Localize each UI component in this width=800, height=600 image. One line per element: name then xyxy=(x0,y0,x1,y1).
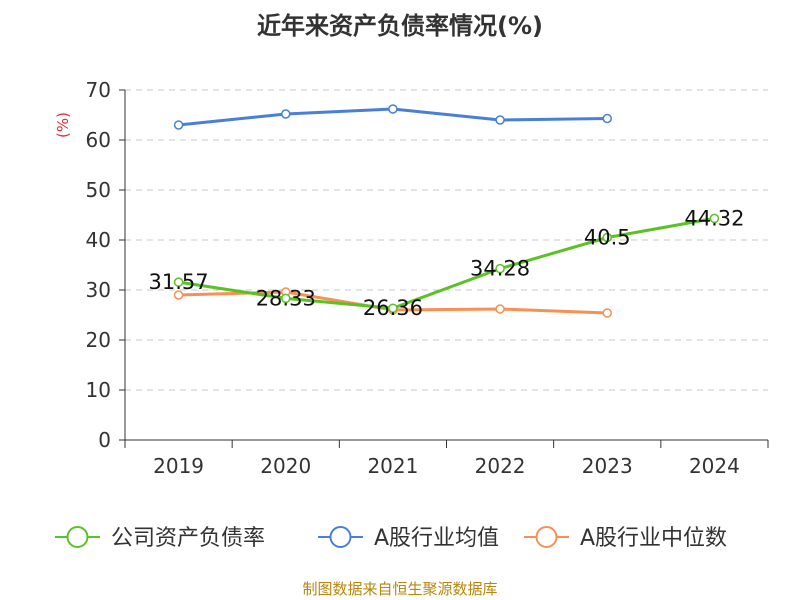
data-point xyxy=(281,109,291,119)
x-tick-label: 2023 xyxy=(582,454,633,478)
data-point xyxy=(281,293,291,304)
data-label: 44.32 xyxy=(684,206,744,230)
data-point xyxy=(173,120,184,130)
data-point xyxy=(173,290,184,300)
legend-marker-1 xyxy=(329,526,352,548)
x-tick-label: 2022 xyxy=(475,454,526,478)
data-point xyxy=(602,232,612,243)
y-tick-label: 10 xyxy=(86,378,111,402)
series-line-0 xyxy=(178,216,715,310)
y-tick-label: 20 xyxy=(86,328,111,352)
legend-marker-0 xyxy=(66,526,89,548)
data-point xyxy=(495,115,505,125)
data-point xyxy=(602,308,612,318)
data-label: 34.28 xyxy=(470,257,530,281)
data-label: 26.36 xyxy=(363,296,423,320)
data-label: 28.33 xyxy=(256,286,316,310)
data-point xyxy=(388,104,398,114)
data-label-layer: 31.57 28.33 26.36 34.28 40.5 44.32 xyxy=(149,206,745,320)
data-point xyxy=(709,213,720,224)
y-tick-label: 0 xyxy=(98,428,111,452)
data-source-note: 制图数据来自恒生聚源数据库 xyxy=(302,580,498,598)
x-tick-label: 2021 xyxy=(367,454,418,478)
y-tick-label: 70 xyxy=(86,78,111,102)
y-axis-label: (%) xyxy=(54,112,72,138)
data-point xyxy=(173,277,184,287)
axis-layer: 0 10 20 30 40 50 60 70 2019 2020 2021 2022 2023 2024 (… xyxy=(54,78,769,478)
y-tick-label: 60 xyxy=(86,128,111,152)
chart-title: 近年来资产负债率情况(%) xyxy=(257,12,543,40)
y-tick-label: 30 xyxy=(86,278,111,302)
x-tick-label: 2020 xyxy=(260,454,311,478)
x-tick-label: 2024 xyxy=(689,454,740,478)
legend: 公司资产负债率 A股行业均值 A股行业中位数 xyxy=(55,526,727,551)
legend-label-2: A股行业中位数 xyxy=(580,526,727,551)
data-point xyxy=(388,303,398,313)
data-point xyxy=(495,263,505,274)
data-point xyxy=(495,304,505,314)
grid-layer xyxy=(125,89,768,391)
data-label: 31.57 xyxy=(149,270,209,294)
legend-label-0: 公司资产负债率 xyxy=(111,526,265,551)
y-tick-label: 40 xyxy=(86,228,111,252)
x-tick-label: 2019 xyxy=(153,454,204,478)
legend-label-1: A股行业均值 xyxy=(374,526,499,551)
data-label: 40.5 xyxy=(584,226,631,250)
series-layer xyxy=(173,104,720,318)
data-point xyxy=(602,113,612,124)
y-tick-label: 50 xyxy=(86,178,111,202)
legend-marker-2 xyxy=(535,526,558,548)
